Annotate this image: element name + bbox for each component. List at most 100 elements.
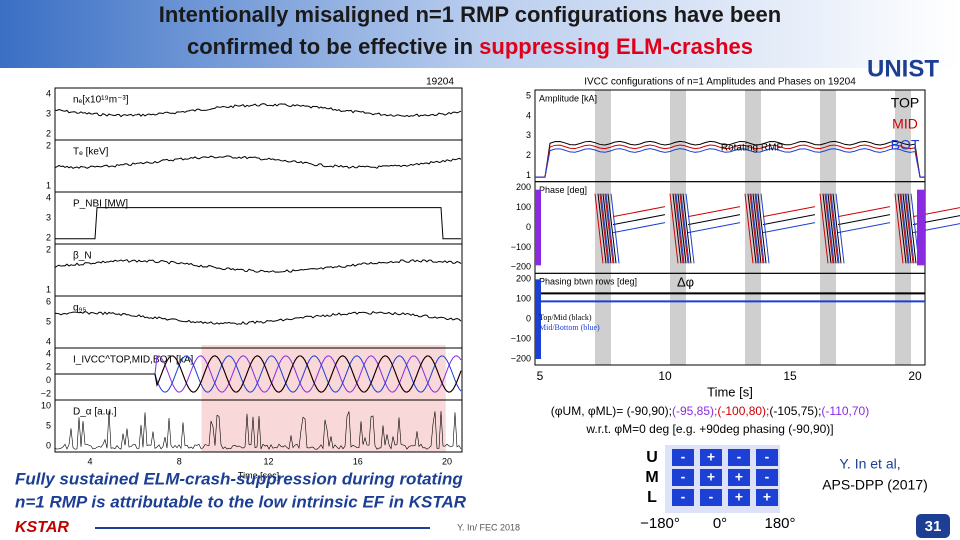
shot-number: 19204 — [426, 77, 454, 88]
x-tick-label: 20 — [442, 456, 452, 466]
sign: + — [707, 449, 715, 465]
sign-cell — [672, 449, 694, 466]
sign-cell — [700, 489, 722, 506]
y-tick-label: 4 — [46, 336, 51, 346]
y-tick-label: 5 — [46, 316, 51, 326]
shade — [895, 90, 911, 365]
sign-cell — [672, 489, 694, 506]
x-tick-label: 15 — [783, 369, 797, 383]
conclusion: Fully sustained ELM-crash-suppression du… — [15, 469, 463, 488]
y-tick-label: 3 — [526, 130, 531, 140]
sign: + — [735, 469, 743, 485]
title: Intentionally misaligned n=1 RMP configu… — [159, 2, 781, 27]
y-tick-label: 0 — [526, 314, 531, 324]
sign: - — [681, 469, 686, 485]
trace — [54, 103, 462, 118]
panel-label: β_N — [73, 251, 92, 262]
panel-label: nₑ[x10¹⁹m⁻³] — [73, 95, 129, 106]
x-tick-label: 8 — [177, 456, 182, 466]
x-tick-label: 20 — [908, 369, 922, 383]
shade — [820, 90, 836, 365]
sign-cell — [728, 469, 750, 486]
caption: (φUM, φML)= (-90,90);(-95,85);(-100,80);… — [551, 404, 869, 418]
axis-label: −180° — [640, 515, 680, 532]
plot-title: IVCC configurations of n=1 Amplitudes an… — [584, 77, 856, 88]
y-tick-label: −2 — [41, 388, 51, 398]
y-tick-label: 2 — [46, 140, 51, 150]
annotation: Δφ — [677, 274, 694, 289]
x-axis-label: Time [s] — [707, 384, 753, 399]
sign: - — [765, 449, 770, 465]
caption-part: (-110,70) — [821, 404, 869, 418]
kstar-logo: KSTAR — [15, 519, 69, 536]
y-tick-label: 10 — [41, 400, 51, 410]
y-tick-label: 100 — [516, 202, 531, 212]
x-tick-label: 10 — [658, 369, 672, 383]
page-badge — [916, 514, 950, 538]
trace — [600, 193, 960, 264]
y-tick-label: 0 — [46, 440, 51, 450]
legend-entry: Top/Mid (black) — [539, 313, 592, 322]
y-tick-label: 200 — [516, 274, 531, 284]
trace — [535, 140, 925, 178]
sign: - — [681, 449, 686, 465]
sign: + — [763, 489, 771, 505]
y-tick-label: 5 — [46, 420, 51, 430]
title-band — [0, 0, 960, 68]
y-tick-label: 6 — [46, 296, 51, 306]
panel-label: P_NBI [MW] — [73, 199, 128, 210]
y-tick-label: 2 — [46, 362, 51, 372]
reference: Y. In et al, — [839, 456, 900, 472]
panel-label: D_α [a.u.] — [73, 407, 117, 418]
x-tick-label: 12 — [263, 456, 273, 466]
y-tick-label: 0 — [46, 375, 51, 385]
legend-entry: MID — [892, 116, 918, 132]
x-tick-label: 5 — [537, 369, 544, 383]
sign-cell — [756, 469, 778, 486]
trace — [54, 259, 462, 273]
trace — [597, 193, 960, 264]
sign: + — [707, 469, 715, 485]
x-tick-label: 16 — [353, 456, 363, 466]
axis-label: 180° — [764, 515, 795, 532]
y-tick-label: 1 — [46, 180, 51, 190]
y-tick-label: 4 — [46, 348, 51, 358]
y-tick-label: 3 — [46, 108, 51, 118]
edge-fill — [917, 189, 925, 266]
panel-frame — [54, 243, 463, 297]
panel-frame — [534, 272, 926, 366]
caption-part: (-100,80); — [717, 404, 769, 418]
x-axis-label: Time [sec] — [238, 470, 279, 480]
legend-entry: Mid/Bottom (blue) — [539, 323, 600, 332]
trace — [535, 148, 925, 178]
shade — [595, 90, 611, 365]
caption-part: (-105,75); — [769, 404, 821, 418]
y-tick-label: 4 — [46, 192, 51, 202]
sign: - — [709, 489, 714, 505]
title: confirmed to be effective in suppressing… — [187, 34, 753, 59]
caption-part: (φUM, φML)= (-90,90); — [551, 404, 672, 418]
y-tick-label: 3 — [46, 212, 51, 222]
row-label: U — [646, 449, 658, 466]
shade — [745, 90, 761, 365]
sign-table: U - + - - M - + + - L - - + + −180° 0° 180° — [640, 445, 796, 532]
x-tick-label: 4 — [87, 456, 92, 466]
right-plot: IVCC configurations of n=1 Amplitudes an… — [511, 77, 960, 399]
y-tick-label: 4 — [526, 110, 531, 120]
page-number: 31 — [925, 518, 942, 535]
trace — [54, 310, 462, 325]
y-tick-label: 2 — [526, 150, 531, 160]
panel-label: q₉₅ — [73, 303, 87, 314]
shade — [670, 90, 686, 365]
panel-frame — [534, 89, 926, 183]
y-tick-label: 200 — [516, 182, 531, 192]
sign-cell — [700, 469, 722, 486]
trace — [594, 193, 960, 264]
panel-label: Phasing btwn rows [deg] — [539, 277, 637, 287]
trace — [55, 355, 462, 393]
trace — [54, 410, 462, 450]
sign-cell — [728, 489, 750, 506]
panel-label: Tₑ [keV] — [73, 147, 109, 158]
